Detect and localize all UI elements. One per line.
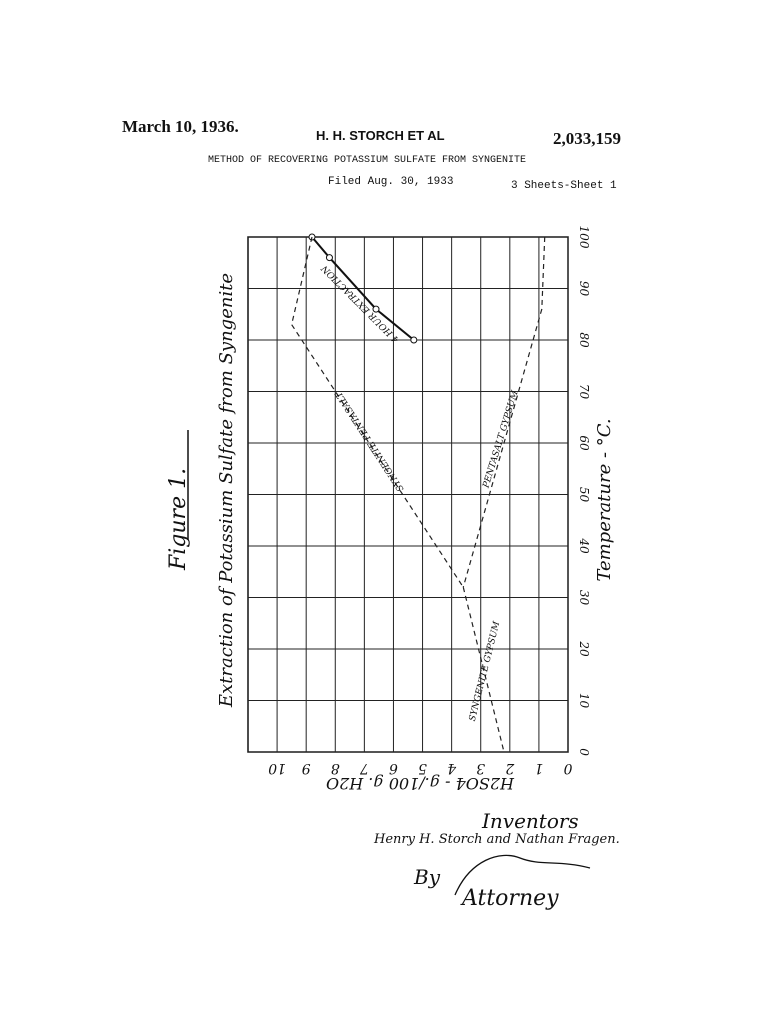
data-line — [462, 587, 505, 753]
x-tick-label: 10 — [268, 760, 286, 776]
figure-label: Figure 1. — [166, 468, 191, 571]
x-tick-label: 9 — [302, 760, 311, 776]
y-tick-label: 0 — [577, 748, 591, 756]
sheets: 3 Sheets-Sheet 1 — [511, 180, 617, 192]
x-axis-title: H2SO4 - g./100 g. H2O — [326, 774, 515, 793]
x-tick-label: 0 — [563, 760, 572, 776]
y-tick-label: 40 — [577, 537, 591, 554]
data-line — [462, 236, 546, 588]
y-tick-label: 70 — [577, 384, 591, 400]
attorney-label: Attorney — [460, 886, 559, 911]
date: March 10, 1936. — [122, 117, 239, 136]
data-point — [325, 254, 333, 262]
x-tick-label: 7 — [360, 760, 369, 776]
x-tick-label: 2 — [505, 760, 515, 776]
patent-number: 2,033,159 — [553, 129, 621, 148]
line-label: 4 HOUR EXTRACTION — [319, 262, 402, 345]
data-line — [290, 236, 464, 588]
filed-date: Filed Aug. 30, 1933 — [328, 176, 453, 188]
y-tick-label: 50 — [577, 487, 591, 503]
inventors-header: H. H. STORCH ET AL — [316, 128, 445, 143]
patent-title: METHOD OF RECOVERING POTASSIUM SULFATE F… — [208, 155, 526, 166]
y-tick-label: 60 — [577, 435, 591, 451]
line-label: SYNGENITE GYPSUM — [468, 620, 503, 723]
y-tick-label: 30 — [577, 590, 591, 606]
x-tick-label: 4 — [447, 760, 457, 776]
y-tick-label: 90 — [577, 281, 591, 297]
signature — [454, 854, 591, 896]
x-tick-label: 8 — [331, 760, 340, 776]
x-tick-label: 3 — [476, 760, 485, 776]
chart-title: Extraction of Potassium Sulfate from Syn… — [216, 273, 237, 708]
data-point — [372, 305, 380, 313]
x-tick-label: 6 — [389, 760, 398, 776]
data-line — [311, 236, 415, 341]
y-tick-label: 10 — [577, 693, 591, 709]
line-label: SYNGENITE PENTASALT — [334, 388, 407, 492]
y-tick-label: 80 — [577, 332, 591, 348]
x-tick-label: 1 — [534, 760, 543, 776]
y-tick-label: 20 — [577, 640, 591, 657]
data-point — [410, 336, 418, 344]
inventors-label: Inventors — [481, 809, 579, 833]
y-axis-title: Temperature - °C. — [594, 418, 615, 581]
line-label: PENTASALT GYPSUM — [481, 389, 521, 490]
y-tick-label: 100 — [577, 226, 591, 249]
inventor-names: Henry H. Storch and Nathan Fragen. — [373, 832, 620, 847]
by-label: By — [413, 865, 441, 889]
x-tick-label: 5 — [418, 760, 427, 776]
